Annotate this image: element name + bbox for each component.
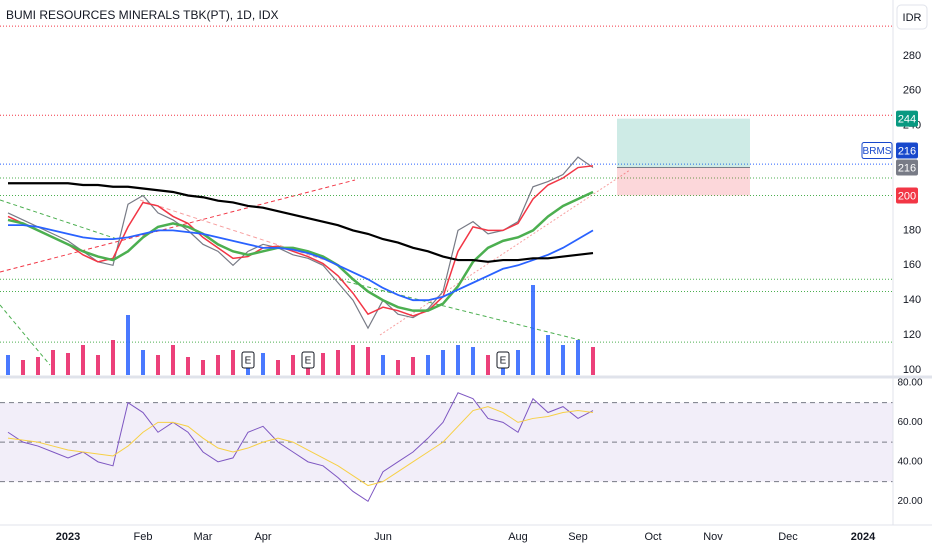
volume-bar xyxy=(6,355,10,375)
volume-bar xyxy=(156,355,160,375)
volume-bar xyxy=(96,355,100,375)
event-marker xyxy=(496,351,510,369)
currency-button[interactable] xyxy=(896,4,928,30)
volume-bar xyxy=(126,315,130,375)
volume-bar xyxy=(171,345,175,375)
trend-line xyxy=(379,169,631,336)
y-tick-label: 160 xyxy=(903,259,921,271)
volume-bar xyxy=(141,350,145,375)
y-tick-label: 60.00 xyxy=(897,417,922,428)
volume-bar xyxy=(396,360,400,375)
x-tick-label: 2023 xyxy=(56,531,80,543)
price-tag-label: 244 xyxy=(898,114,916,126)
y-tick-label: 140 xyxy=(903,294,921,306)
price-tag xyxy=(896,110,918,127)
volume-bar xyxy=(351,345,355,375)
volume-bar xyxy=(21,360,25,375)
x-tick-label: Jun xyxy=(374,531,392,543)
volume-bar xyxy=(81,345,85,375)
volume-bar xyxy=(291,355,295,375)
x-tick-label: Feb xyxy=(134,531,153,543)
price-tag xyxy=(896,159,918,176)
y-tick-label: 100 xyxy=(903,364,921,376)
volume-bar xyxy=(486,355,490,375)
x-tick-label: Aug xyxy=(508,531,528,543)
stop-zone xyxy=(617,167,750,196)
target-zone xyxy=(617,118,750,168)
symbol-label: BRMS xyxy=(863,146,892,157)
event-label: E xyxy=(245,356,252,367)
axes: 100120140160180240260280244200BRMS216216… xyxy=(56,50,923,543)
volume-bar xyxy=(321,353,325,375)
currency-label[interactable]: IDR xyxy=(903,12,922,24)
volume-bar xyxy=(411,357,415,375)
series-line xyxy=(8,182,594,263)
y-tick-label: 120 xyxy=(903,329,921,341)
y-tick-label: 40.00 xyxy=(897,456,922,467)
symbol-tag xyxy=(861,142,893,160)
volume-bar xyxy=(111,340,115,375)
volume-bar xyxy=(366,347,370,375)
y-tick-label: 280 xyxy=(903,50,921,62)
price-tag-label: 200 xyxy=(898,190,916,202)
volume-bar xyxy=(381,355,385,375)
trend-line xyxy=(139,199,341,266)
rsi-pane xyxy=(0,392,893,503)
series-line xyxy=(7,165,594,317)
volume-bar xyxy=(456,345,460,375)
series-line xyxy=(8,224,594,302)
y-tick-label: 20.00 xyxy=(897,496,922,507)
x-tick-label: Nov xyxy=(703,531,723,543)
x-tick-label: Dec xyxy=(778,531,798,543)
volume-bar xyxy=(51,350,55,375)
volume-bar xyxy=(591,347,595,375)
y-tick-label: 80.00 xyxy=(897,378,922,389)
x-tick-label: Sep xyxy=(568,531,588,543)
series-line xyxy=(7,392,594,503)
y-tick-label: 260 xyxy=(903,85,921,97)
price-tag xyxy=(896,142,918,159)
volume-bar xyxy=(66,353,70,375)
trend-line xyxy=(0,199,121,241)
series-line xyxy=(7,156,594,330)
volume-bar xyxy=(516,350,520,375)
volume-bar xyxy=(201,360,205,375)
volume-bar xyxy=(186,357,190,375)
volume-bar xyxy=(216,355,220,375)
volume-bar xyxy=(336,350,340,375)
volume-bar xyxy=(531,285,535,375)
trend-line xyxy=(0,304,51,366)
event-marker xyxy=(241,351,255,369)
volume-bar xyxy=(576,340,580,375)
chart-title: BUMI RESOURCES MINERALS TBK(PT), 1D, IDX xyxy=(6,8,279,22)
volume-bar xyxy=(276,360,280,375)
volume-bar xyxy=(441,350,445,375)
trend-line xyxy=(0,179,356,273)
x-tick-label: 2024 xyxy=(851,531,876,543)
volume-bar xyxy=(471,347,475,375)
volume-bar xyxy=(546,335,550,375)
x-tick-label: Mar xyxy=(194,531,213,543)
series-line xyxy=(7,406,594,487)
price-tag xyxy=(896,187,918,204)
price-tag-label: 216 xyxy=(898,145,916,157)
x-tick-label: Oct xyxy=(644,531,661,543)
event-label: E xyxy=(305,356,312,367)
volume-bar xyxy=(231,350,235,375)
volume-bar xyxy=(36,357,40,375)
price-tag-label: 216 xyxy=(898,162,916,174)
series-line xyxy=(7,190,594,312)
event-marker xyxy=(301,351,315,369)
volume-bar xyxy=(261,353,265,375)
volume-bar xyxy=(426,355,430,375)
x-tick-label: Apr xyxy=(254,531,271,543)
y-tick-label: 180 xyxy=(903,224,921,236)
trend-line xyxy=(339,279,581,341)
event-label: E xyxy=(500,356,507,367)
volume-bar xyxy=(561,345,565,375)
